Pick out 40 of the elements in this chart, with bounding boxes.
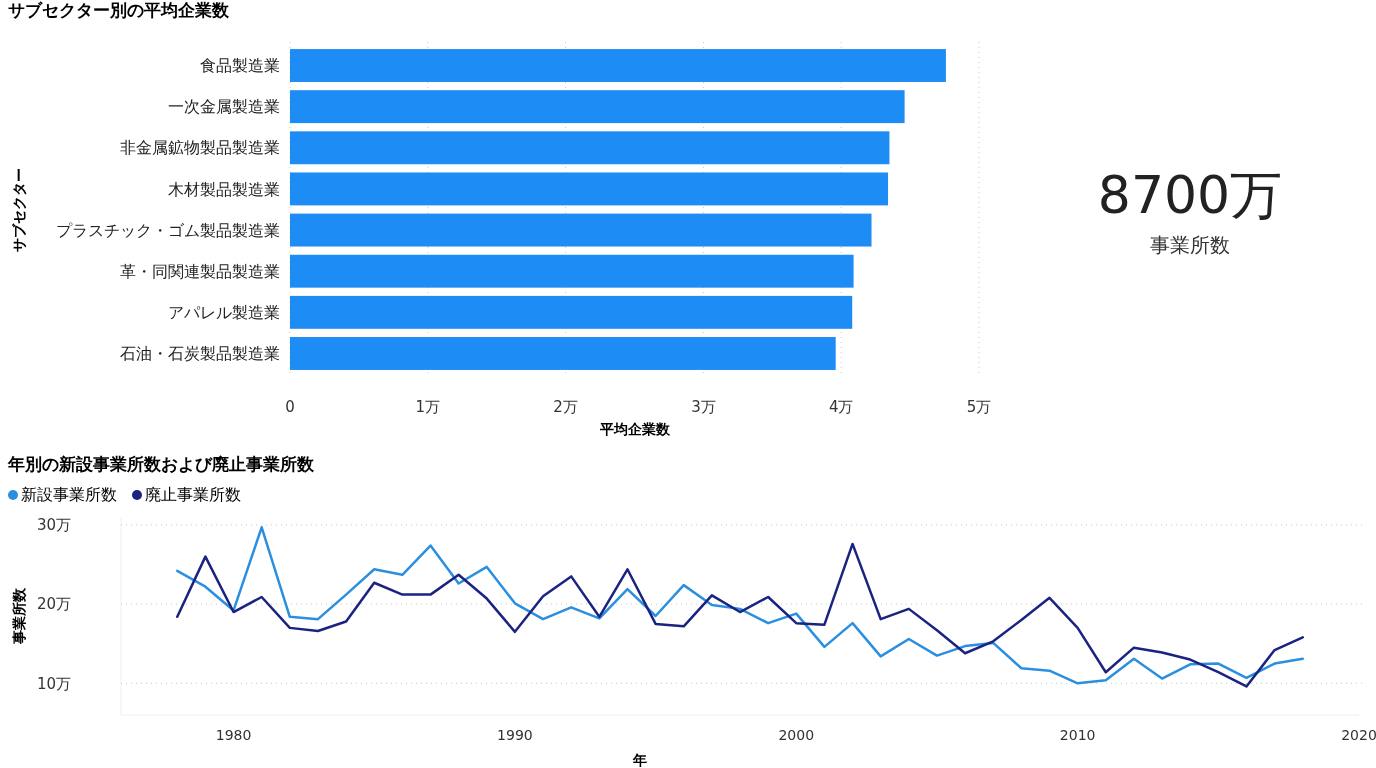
- y-tick-label: 食品製造業: [200, 56, 280, 76]
- y-tick-label: プラスチック・ゴム製品製造業: [56, 220, 280, 240]
- legend-label: 新設事業所数: [21, 485, 117, 504]
- bar: [290, 49, 946, 82]
- legend-label: 廃止事業所数: [145, 485, 241, 504]
- x-tick-label: 5万: [966, 398, 992, 416]
- x-tick-label: 1990: [497, 727, 533, 743]
- x-tick-label: 1980: [215, 727, 252, 743]
- text: 事業所数: [1150, 233, 1230, 257]
- y-tick-label: 10万: [36, 674, 71, 693]
- bar: [290, 254, 854, 288]
- y-tick-label: アパレル製造業: [168, 302, 280, 322]
- bar: [290, 295, 853, 329]
- y-tick-label: 革・同関連製品製造業: [120, 261, 280, 281]
- bar: [290, 213, 872, 247]
- chart-title: 年別の新設事業所数および廃止事業所数: [7, 454, 315, 474]
- text: 8700万: [1097, 165, 1283, 225]
- x-axis-title: 平均企業数: [598, 421, 671, 437]
- y-tick-label: 木材製品製造業: [168, 179, 280, 199]
- x-tick-label: 2万: [553, 398, 578, 416]
- x-tick-label: 3万: [691, 398, 716, 416]
- bar: [290, 131, 890, 165]
- y-tick-label: 石油・石炭製品製造業: [120, 344, 280, 364]
- x-tick-label: 1万: [415, 398, 441, 416]
- x-tick-label: 2010: [1059, 727, 1096, 743]
- y-tick-label: 一次金属製造業: [168, 97, 280, 117]
- bar: [290, 172, 889, 206]
- y-axis-title: 事業所数: [11, 587, 27, 645]
- x-tick-label: 4万: [828, 398, 854, 416]
- text: サブセクター別の平均企業数: [8, 0, 230, 20]
- bar: [290, 337, 836, 370]
- x-tick-label: 0: [285, 398, 295, 416]
- x-tick-label: 2000: [778, 727, 815, 743]
- x-tick-label: 2020: [1341, 727, 1376, 743]
- y-tick-label: 20万: [36, 595, 71, 614]
- y-tick-label: 非金属鉱物製品製造業: [120, 138, 280, 158]
- y-tick-label: 30万: [36, 516, 71, 535]
- y-axis-title: サブセクター: [11, 167, 27, 252]
- x-axis-title: 年: [632, 752, 647, 768]
- bar: [290, 90, 905, 124]
